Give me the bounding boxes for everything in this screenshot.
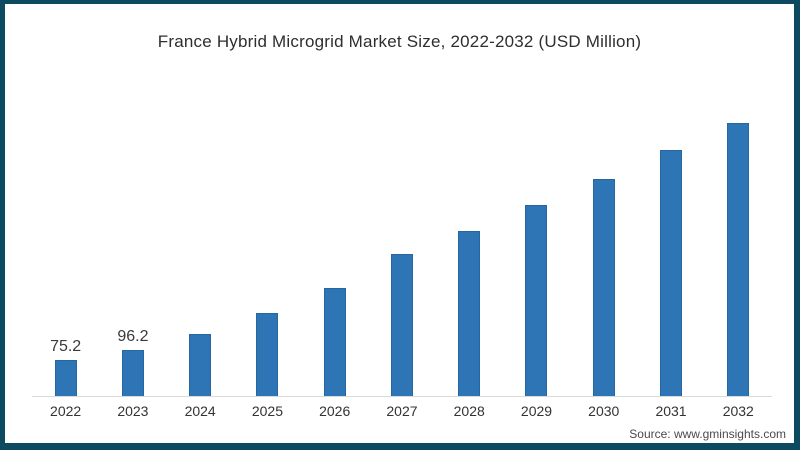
x-axis-tick-label-2024: 2024 bbox=[184, 403, 216, 419]
x-axis-line bbox=[32, 396, 772, 397]
bar-slot-2028 bbox=[436, 106, 503, 396]
bar-2022 bbox=[54, 360, 77, 396]
bar-2030 bbox=[592, 179, 615, 396]
bar-slot-2032 bbox=[705, 106, 772, 396]
x-axis-tick-label-2028: 2028 bbox=[453, 403, 485, 419]
x-axis-tick-label-2023: 2023 bbox=[117, 403, 149, 419]
x-axis-tick-label-2027: 2027 bbox=[386, 403, 418, 419]
chart-title: France Hybrid Microgrid Market Size, 202… bbox=[157, 32, 642, 51]
x-axis-tick-label-2030: 2030 bbox=[588, 403, 620, 419]
bar-slot-2025 bbox=[234, 106, 301, 396]
bar-slot-2024 bbox=[167, 106, 234, 396]
bar-slot-2022: 75.2 bbox=[32, 106, 99, 396]
bar-2031 bbox=[660, 150, 683, 396]
x-axis: 2022 2023 2024 2025 2026 2027 2028 2029 2030 2031… bbox=[32, 403, 772, 419]
x-axis-tick-label-2026: 2026 bbox=[319, 403, 351, 419]
bar-slot-2027 bbox=[368, 106, 435, 396]
bar-2023 bbox=[121, 350, 144, 396]
plot-area: 75.2 96.2 bbox=[32, 106, 772, 396]
x-axis-tick-label-2029: 2029 bbox=[520, 403, 553, 419]
bar-slot-2026 bbox=[301, 106, 368, 396]
x-axis-tick-label-2025: 2025 bbox=[251, 403, 283, 419]
bar-slot-2030 bbox=[570, 106, 637, 396]
bar-2028 bbox=[458, 231, 481, 396]
bar-2025 bbox=[256, 313, 279, 396]
bar-value-label-2023: 96.2 bbox=[117, 328, 149, 345]
bar-2032 bbox=[727, 123, 750, 396]
bar-slot-2023: 96.2 bbox=[99, 106, 166, 396]
bar-slot-2029 bbox=[503, 106, 570, 396]
bar-value-label-2022: 75.2 bbox=[50, 338, 82, 355]
source-attribution: Source: www.gminsights.com bbox=[629, 427, 786, 441]
bar-2024 bbox=[189, 334, 212, 396]
x-axis-tick-label-2031: 2031 bbox=[655, 403, 687, 419]
x-axis-tick-label-2032: 2032 bbox=[722, 403, 754, 419]
bar-slot-2031 bbox=[637, 106, 704, 396]
bar-2029 bbox=[525, 205, 548, 396]
x-axis-tick-label-2022: 2022 bbox=[50, 403, 82, 419]
bar-2026 bbox=[323, 288, 346, 396]
bar-2027 bbox=[390, 254, 413, 396]
